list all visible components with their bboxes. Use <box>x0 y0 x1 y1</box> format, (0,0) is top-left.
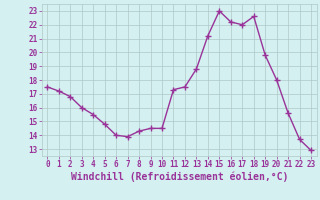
X-axis label: Windchill (Refroidissement éolien,°C): Windchill (Refroidissement éolien,°C) <box>70 172 288 182</box>
